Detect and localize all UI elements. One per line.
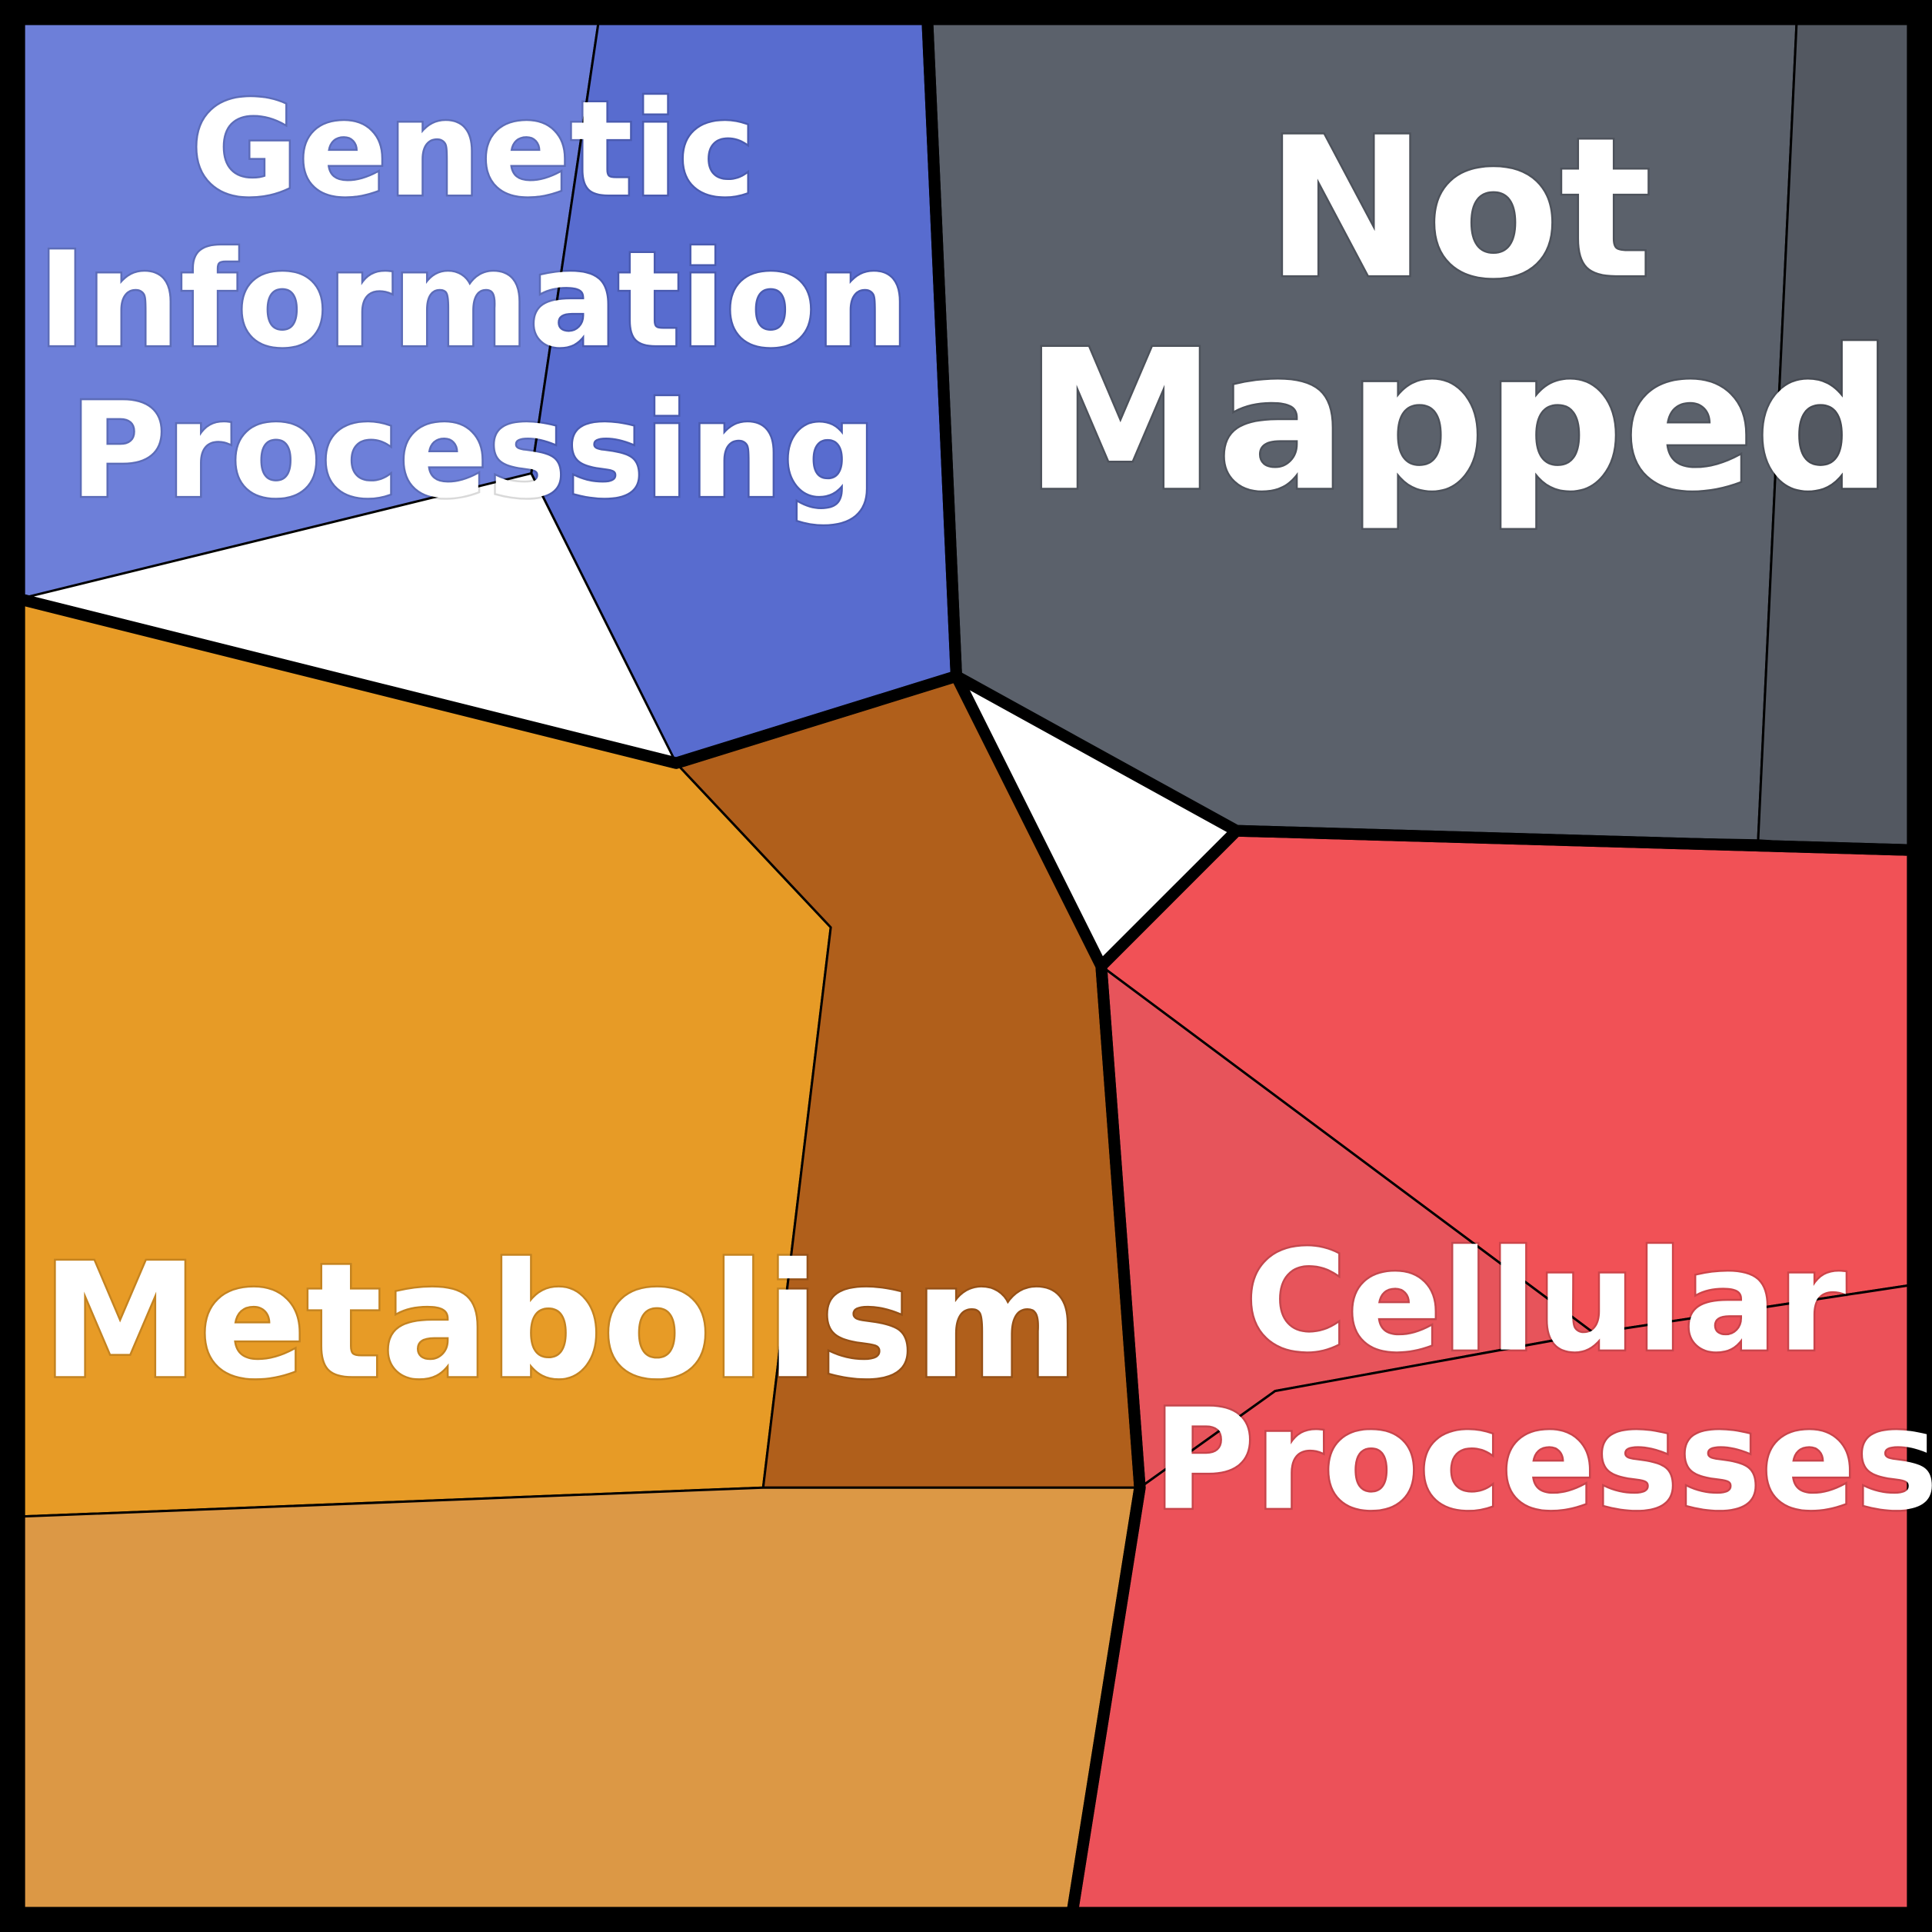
metabolism-label: Metabolism (42, 1229, 1079, 1414)
voronoi-treemap: GeneticInformationProcessingNotMappedMet… (0, 0, 1932, 1932)
cellular-label: CellularProcesses (1153, 1221, 1932, 1541)
metabolism-cell-2 (19, 1487, 1140, 1913)
